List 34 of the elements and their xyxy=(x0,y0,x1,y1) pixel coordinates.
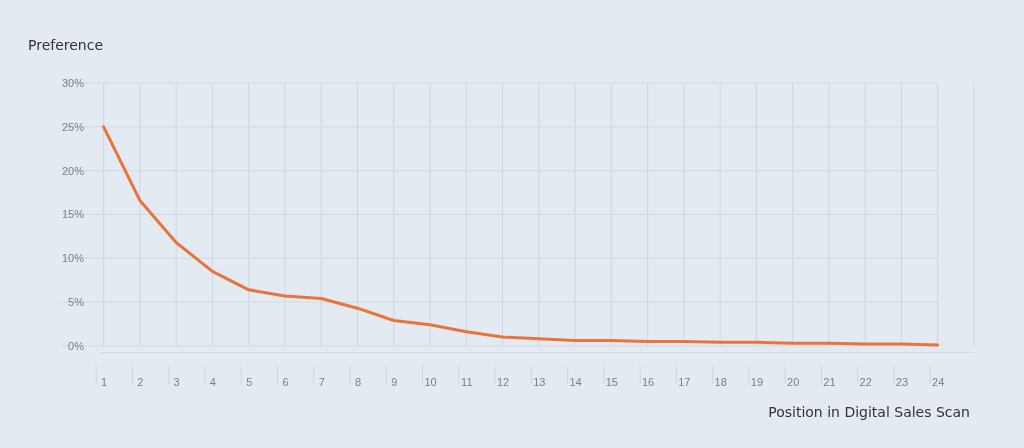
y-tick-label: 15% xyxy=(61,208,85,221)
x-tick-label: 5 xyxy=(246,375,253,388)
y-axis-title: Preference xyxy=(28,37,104,53)
x-tick-label: 9 xyxy=(391,375,398,388)
y-tick-label: 30% xyxy=(61,77,85,90)
y-tick-label: 20% xyxy=(61,164,85,177)
x-tick-label: 18 xyxy=(714,375,727,388)
x-tick-label: 2 xyxy=(137,375,144,388)
x-tick-label: 11 xyxy=(461,375,473,388)
y-tick-label: 10% xyxy=(61,252,85,265)
x-tick-label: 15 xyxy=(605,375,618,388)
x-tick-label: 16 xyxy=(641,375,655,388)
x-tick-label: 4 xyxy=(209,375,216,388)
y-tick-label: 0% xyxy=(68,339,85,352)
x-tick-label: 14 xyxy=(569,375,582,388)
x-tick-label: 10 xyxy=(424,375,437,388)
x-tick-label: 12 xyxy=(496,375,510,388)
x-tick-label: 23 xyxy=(895,375,909,388)
x-tick-label: 7 xyxy=(318,375,325,388)
x-tick-label: 21 xyxy=(823,375,836,388)
x-tick-label: 20 xyxy=(787,375,800,388)
x-tick-label: 17 xyxy=(678,375,691,388)
line-series xyxy=(102,125,940,347)
x-tick-label: 8 xyxy=(354,375,362,388)
x-tick-label: 1 xyxy=(101,375,108,388)
x-tick-label: 19 xyxy=(750,375,764,388)
x-tick-label: 13 xyxy=(533,375,546,388)
x-tick-label: 3 xyxy=(173,375,180,388)
y-tick-label: 25% xyxy=(61,120,85,133)
y-tick-label: 5% xyxy=(68,296,85,309)
x-tick-label: 24 xyxy=(932,375,945,388)
x-axis-title: Position in Digital Sales Scan xyxy=(768,404,970,420)
x-tick-label: 22 xyxy=(859,375,872,388)
x-tick-label: 6 xyxy=(282,375,289,388)
